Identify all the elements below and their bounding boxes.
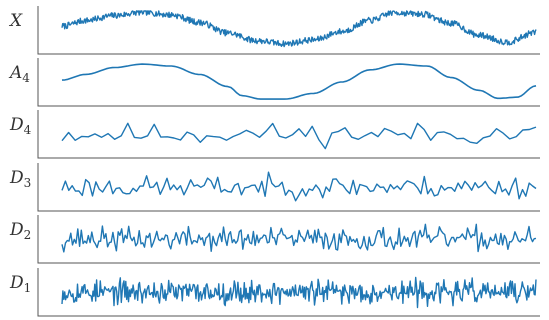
panel-d1: D1 — [9, 268, 540, 317]
panel-d4: D4 — [9, 110, 540, 159]
panel-label-subscript: 4 — [24, 123, 32, 137]
series-line — [61, 223, 537, 253]
panel-label: D2 — [9, 220, 31, 242]
panel-label-main: A — [8, 63, 22, 83]
panel-axis — [37, 163, 540, 212]
panel-axis — [37, 268, 540, 317]
panel-label-subscript: 4 — [22, 71, 30, 85]
panel-label-main: D — [9, 273, 24, 293]
panel-axis — [37, 110, 540, 159]
series-line — [61, 171, 537, 202]
panel-d3: D3 — [9, 163, 540, 212]
panel-x: X — [8, 6, 540, 55]
panel-label: A4 — [8, 63, 30, 85]
panel-label: D4 — [9, 115, 32, 137]
panel-axis — [37, 215, 540, 264]
series-line — [61, 122, 537, 150]
series-line — [61, 63, 537, 100]
panel-label: D1 — [9, 273, 31, 295]
panel-a4: A4 — [8, 58, 540, 107]
panel-label-main: D — [9, 168, 24, 188]
panel-label-main: D — [9, 115, 24, 135]
panel-label-main: X — [8, 11, 23, 31]
panel-label-subscript: 2 — [24, 228, 32, 242]
panel-axis — [37, 6, 540, 55]
panel-label-main: D — [9, 220, 24, 240]
panel-label: D3 — [9, 168, 31, 190]
panel-label-subscript: 1 — [24, 281, 32, 295]
panel-label-subscript: 3 — [24, 176, 32, 190]
panel-axis — [37, 58, 540, 107]
panel-label: X — [8, 11, 23, 31]
series-line — [61, 10, 537, 48]
series-line — [61, 276, 537, 309]
panel-d2: D2 — [9, 215, 540, 264]
